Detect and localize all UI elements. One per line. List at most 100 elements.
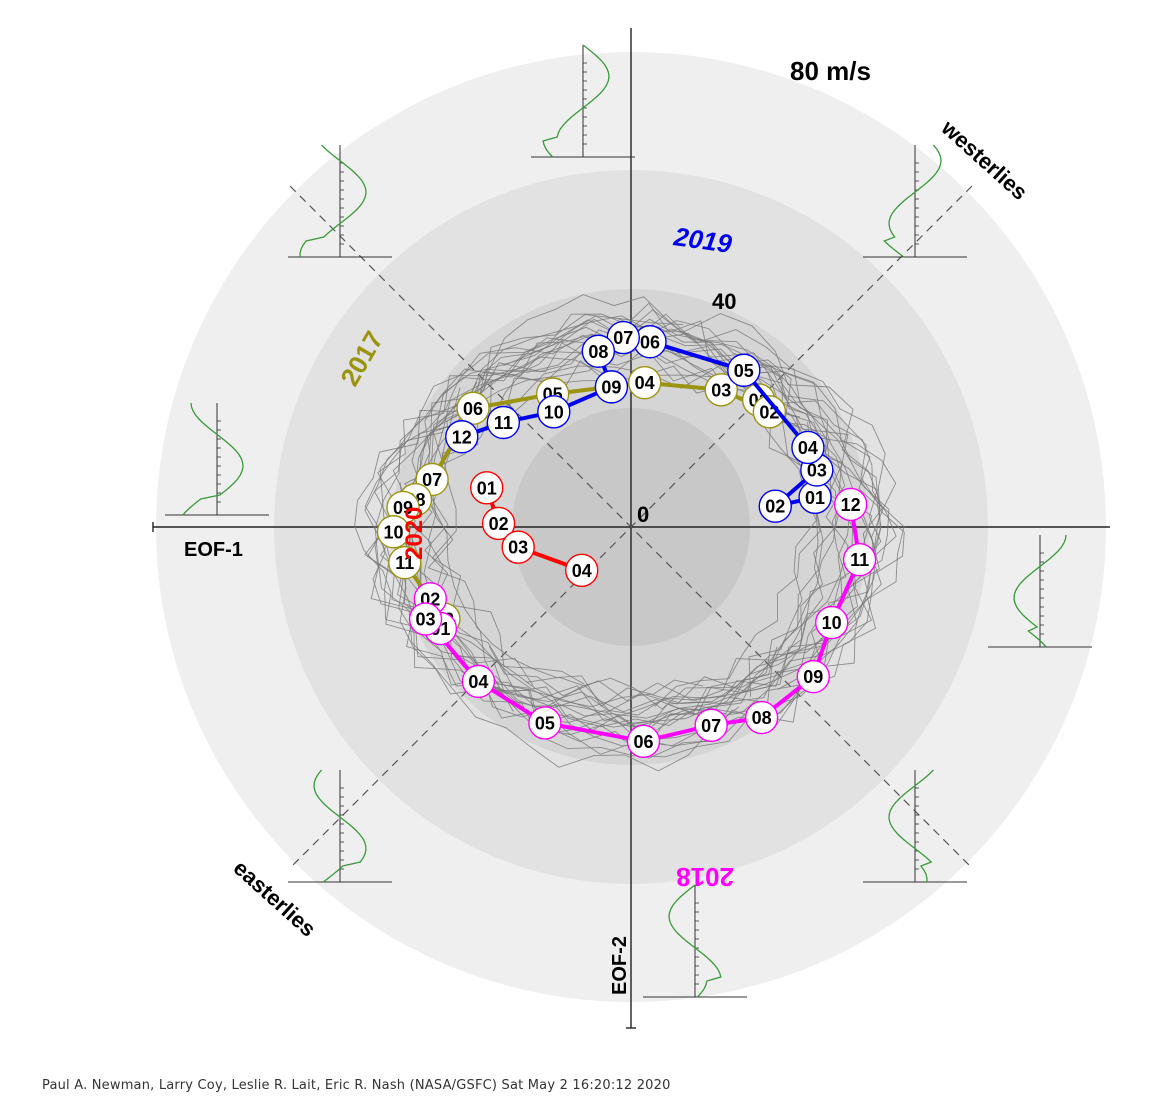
profile-wind-curve xyxy=(542,44,610,158)
series-2020: 01 02 03 04 xyxy=(470,471,599,588)
data-point-marker xyxy=(565,553,599,588)
data-point-label: 06 xyxy=(633,732,653,752)
profile-panel xyxy=(988,534,1092,648)
profile-wind-curve xyxy=(888,769,934,882)
data-point-2018-03: 03 xyxy=(408,602,443,636)
data-point-2020-01: 01 xyxy=(470,471,504,505)
data-point-2019-08: 08 xyxy=(581,334,616,368)
data-point-marker xyxy=(528,706,562,740)
data-point-2019-09: 09 xyxy=(594,370,629,404)
data-point-label: 07 xyxy=(701,716,721,736)
data-point-2019-05: 05 xyxy=(727,353,761,387)
data-point-label: 03 xyxy=(807,461,827,481)
data-point-2020-02: 02 xyxy=(481,506,516,541)
data-point-label: 12 xyxy=(452,427,472,447)
profile-wind-curve xyxy=(1013,534,1067,648)
profile-panel xyxy=(531,44,635,158)
data-point-2018-05: 05 xyxy=(528,706,562,740)
profile-panel xyxy=(863,769,967,883)
data-point-label: 09 xyxy=(803,667,823,687)
data-point-2018-04: 04 xyxy=(461,664,496,699)
data-point-marker xyxy=(796,659,830,694)
historical-track xyxy=(427,313,849,744)
data-point-marker xyxy=(842,542,877,577)
profile-wind-curve xyxy=(313,769,367,883)
data-point-label: 03 xyxy=(508,538,528,558)
historical-track xyxy=(364,326,875,728)
data-point-marker xyxy=(626,724,661,759)
data-point-2017-04: 04 xyxy=(627,366,662,400)
data-point-marker xyxy=(694,708,728,743)
historical-track xyxy=(402,294,844,736)
data-point-label: 08 xyxy=(752,708,772,728)
data-point-label: 01 xyxy=(477,478,497,498)
data-point-label: 04 xyxy=(635,373,655,393)
data-point-marker xyxy=(704,373,738,407)
data-point-2018-10: 10 xyxy=(814,605,849,640)
data-point-marker xyxy=(744,700,779,735)
data-point-marker xyxy=(501,530,535,564)
data-point-label: 10 xyxy=(383,522,403,542)
data-point-marker xyxy=(833,487,868,522)
profile-panel xyxy=(643,884,747,998)
data-point-2018-06: 06 xyxy=(626,724,661,759)
data-point-label: 03 xyxy=(711,380,731,400)
data-point-marker xyxy=(456,391,490,425)
data-point-label: 10 xyxy=(822,613,842,633)
data-point-label: 11 xyxy=(850,550,869,570)
data-point-label: 12 xyxy=(841,495,861,515)
data-point-label: 01 xyxy=(805,488,825,508)
profile-wind-curve xyxy=(299,144,367,257)
y-axis-label: EOF-2 xyxy=(609,936,631,995)
profile-wind-curve xyxy=(668,884,722,998)
series-label-2018: 2018 xyxy=(676,862,734,892)
data-point-2018-07: 07 xyxy=(694,708,728,743)
ring-label-outer: 80 m/s xyxy=(790,56,871,86)
data-point-marker xyxy=(470,471,504,505)
data-point-label: 05 xyxy=(535,713,555,733)
data-point-label: 04 xyxy=(572,561,592,581)
data-point-label: 03 xyxy=(416,610,436,630)
data-point-2020-03: 03 xyxy=(501,530,535,564)
historical-track xyxy=(374,313,886,759)
diagonal-westerly-easterly-b xyxy=(289,185,973,869)
data-point-2020-04: 04 xyxy=(565,553,599,588)
data-point-marker xyxy=(594,370,629,404)
data-point-marker xyxy=(408,602,443,636)
data-point-2019-10: 10 xyxy=(537,395,571,429)
data-point-2018-08: 08 xyxy=(744,700,779,735)
data-point-label: 10 xyxy=(544,402,564,422)
series-label-2020: 2020 xyxy=(401,507,428,560)
data-point-label: 02 xyxy=(489,514,509,534)
data-point-marker xyxy=(537,395,571,429)
data-point-label: 09 xyxy=(393,498,413,518)
data-point-label: 06 xyxy=(640,332,660,352)
data-point-label: 05 xyxy=(734,361,754,381)
data-point-marker xyxy=(791,430,825,465)
data-point-2019-04: 04 xyxy=(791,430,825,465)
data-point-label: 07 xyxy=(613,328,633,348)
data-point-2017-11: 11 xyxy=(388,545,422,580)
ring-label-center: 0 xyxy=(637,502,649,527)
data-point-label: 08 xyxy=(588,342,608,362)
profile-panel xyxy=(863,144,967,258)
data-point-marker xyxy=(481,506,516,541)
profile-wind-curve xyxy=(182,402,244,516)
data-point-marker xyxy=(581,334,616,368)
wind-profile-insets xyxy=(165,44,1092,998)
x-axis-label: EOF-1 xyxy=(184,539,243,561)
data-point-marker xyxy=(486,405,521,440)
historical-track xyxy=(354,347,882,715)
data-point-marker xyxy=(727,353,761,387)
data-point-label: 04 xyxy=(468,672,488,692)
data-point-marker xyxy=(445,420,479,454)
data-point-label: 04 xyxy=(798,438,818,458)
credit-line: Paul A. Newman, Larry Coy, Leslie R. Lai… xyxy=(42,1078,671,1093)
data-point-label: 07 xyxy=(422,470,442,490)
data-point-label: 11 xyxy=(494,413,513,433)
year-series: 0102030405060708091011120102030405060708… xyxy=(376,320,877,759)
data-point-2018-09: 09 xyxy=(796,659,830,694)
profile-panel xyxy=(288,769,392,883)
